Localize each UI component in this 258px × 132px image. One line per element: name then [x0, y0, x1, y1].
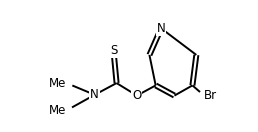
Text: N: N — [90, 88, 99, 101]
Text: S: S — [110, 44, 117, 57]
Text: Br: Br — [204, 89, 217, 102]
Text: Me: Me — [49, 104, 67, 117]
Text: Me: Me — [49, 77, 67, 90]
Text: N: N — [157, 22, 166, 35]
Text: O: O — [132, 89, 142, 102]
